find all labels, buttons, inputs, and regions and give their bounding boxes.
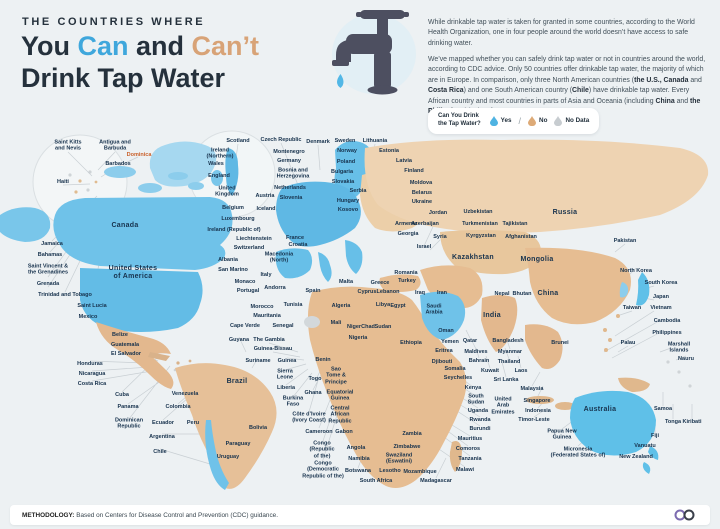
legend-item-no: No — [528, 115, 548, 126]
title-word: Can — [77, 31, 129, 61]
methodology-bar: METHODOLOGY: Based on Centers for Diseas… — [10, 505, 710, 525]
intro-paragraph: While drinkable tap water is taken for g… — [428, 19, 695, 47]
droplet-icon — [554, 115, 563, 126]
title-word: and — [128, 31, 192, 61]
legend-items: Yes / No No Data — [489, 115, 590, 126]
asia — [364, 139, 709, 410]
north-america — [0, 141, 233, 389]
methodology-note: METHODOLOGY: Based on Centers for Diseas… — [22, 512, 278, 519]
legend-item-label: No Data — [565, 117, 590, 125]
page-title-line1: You Can and Can’t — [21, 31, 259, 62]
legend-item-yes: Yes — [489, 115, 512, 126]
title-word: Can’t — [191, 31, 260, 61]
methodology-text: Based on Centers for Disease Control and… — [74, 511, 278, 519]
legend-item-label: Yes — [500, 117, 512, 125]
droplet-icon — [528, 115, 537, 126]
africa — [304, 286, 467, 488]
kicker: THE COUNTRIES WHERE — [22, 16, 206, 28]
legend-item-label: No — [539, 117, 548, 125]
brand-logo — [674, 509, 695, 521]
methodology-label: METHODOLOGY: — [22, 511, 75, 519]
legend-separator: / — [518, 115, 522, 126]
title-word: You — [21, 31, 78, 61]
intro-text: While drinkable tap water is taken for g… — [428, 18, 708, 123]
page-title-line2: Drink Tap Water — [21, 63, 226, 93]
droplet-icon — [489, 115, 498, 126]
legend: Can You Drink the Tap Water? Yes / No No Da… — [428, 108, 600, 134]
oceania — [570, 360, 692, 474]
faucet-icon — [332, 10, 416, 95]
south-america — [175, 363, 277, 490]
legend-item-no-data: No Data — [554, 115, 590, 126]
legend-title: Can You Drink the Tap Water? — [438, 113, 481, 127]
